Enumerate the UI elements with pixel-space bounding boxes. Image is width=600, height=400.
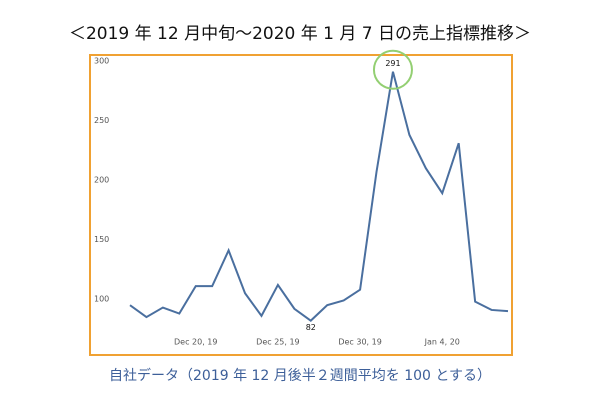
caption: 自社データ（2019 年 12 月後半２週間平均を 100 とする） <box>109 367 491 384</box>
y-tick-label: 100 <box>94 295 109 304</box>
line <box>129 71 509 322</box>
data-label: 291 <box>385 59 400 68</box>
chart-frame <box>89 54 513 356</box>
y-tick-label: 250 <box>94 116 109 125</box>
highlight-circle <box>372 49 413 90</box>
x-tick-label: Dec 25, 19 <box>256 338 299 347</box>
x-tick-label: Jan 4, 20 <box>424 338 460 347</box>
x-tick-label: Dec 20, 19 <box>174 338 217 347</box>
y-tick-label: 200 <box>94 176 109 185</box>
y-tick-label: 300 <box>94 57 109 66</box>
data-label: 82 <box>306 323 316 332</box>
y-tick-label: 150 <box>94 235 109 244</box>
x-tick-label: Dec 30, 19 <box>338 338 381 347</box>
chart-title: ＜2019 年 12 月中旬～2020 年 1 月 7 日の売上指標推移＞ <box>69 24 531 44</box>
